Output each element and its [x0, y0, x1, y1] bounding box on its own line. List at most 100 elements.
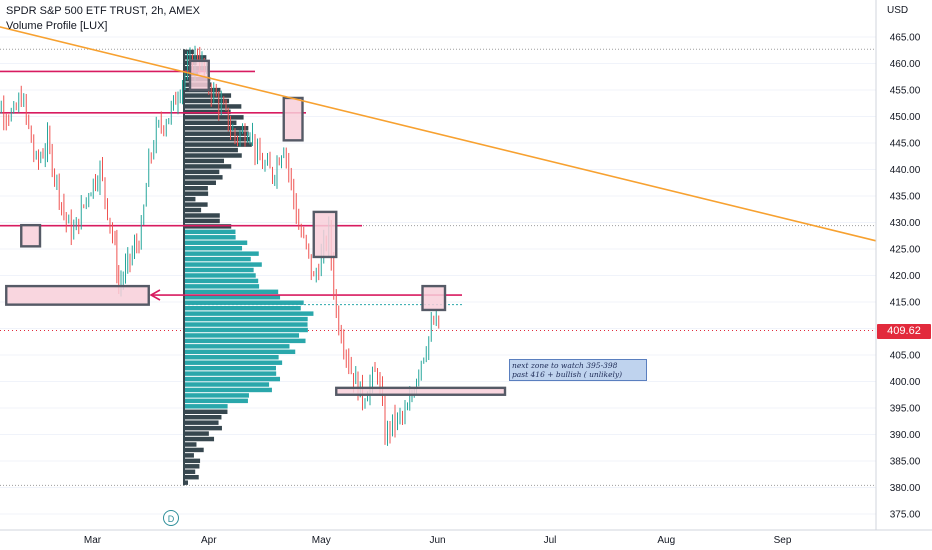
profile-bar: [184, 164, 232, 169]
zone-box: [421, 284, 447, 312]
price-axis-bg: [876, 0, 932, 550]
profile-bar: [184, 98, 230, 104]
profile-bar: [184, 311, 314, 316]
trendline-segment: [0, 26, 878, 242]
profile-bar: [184, 447, 204, 453]
profile-bar: [184, 142, 252, 147]
profile-bar: [184, 120, 237, 126]
time-tick-label: Jul: [544, 535, 557, 546]
profile-bar: [184, 240, 248, 245]
time-tick-label: Jun: [429, 535, 445, 546]
profile-bar: [184, 289, 279, 295]
profile-bar: [184, 218, 220, 224]
profile-bar: [184, 404, 228, 409]
time-tick-label: Aug: [657, 535, 675, 546]
profile-bar: [184, 327, 308, 333]
profile-bar: [184, 453, 194, 458]
price-tick-label: 400.00: [890, 377, 921, 388]
profile-bar: [184, 436, 215, 442]
time-tick-label: May: [312, 535, 331, 546]
profile-bar: [184, 136, 250, 142]
profile-bar: [184, 371, 277, 376]
profile-bar: [184, 431, 209, 436]
profile-bar: [184, 93, 232, 98]
profile-bar: [184, 316, 308, 322]
profile-bar: [184, 338, 306, 344]
profile-bar: [184, 295, 281, 300]
highlight-zones[interactable]: [0, 59, 507, 396]
profile-bar: [184, 376, 281, 382]
zone-box: [20, 223, 42, 248]
zone-box: [282, 96, 304, 142]
profile-bar: [184, 355, 279, 360]
current-price-tag: 409.62: [877, 324, 931, 339]
profile-bar: [184, 414, 222, 420]
price-tick-label: 395.00: [890, 404, 921, 415]
profile-bar: [184, 464, 200, 469]
zone-box: [335, 386, 507, 396]
annotation-note[interactable]: next zone to watch 395-398 past 416 + bu…: [509, 359, 647, 381]
time-tick-label: Mar: [84, 535, 102, 546]
profile-bar: [184, 382, 270, 387]
price-tick-label: 390.00: [890, 430, 921, 441]
profile-bar: [184, 322, 308, 327]
profile-bar: [184, 245, 243, 251]
profile-bar: [184, 202, 208, 207]
profile-bar: [184, 185, 208, 191]
profile-bar: [184, 300, 304, 305]
price-tick-label: 460.00: [890, 59, 921, 70]
indicator-title: Volume Profile [LUX]: [6, 20, 108, 32]
price-tick-label: 465.00: [890, 33, 921, 44]
level-arrow-head: [149, 289, 161, 301]
profile-bar: [184, 180, 216, 185]
time-axis: Mar Apr May Jun Jul Aug Sep: [0, 529, 932, 546]
profile-bar: [184, 207, 202, 213]
price-tick-label: 455.00: [890, 86, 921, 97]
profile-bar: [184, 49, 194, 55]
dividend-marker[interactable]: D: [163, 510, 179, 526]
profile-bar: [184, 147, 238, 153]
profile-bar: [184, 115, 244, 120]
profile-bar: [184, 480, 188, 485]
profile-bar: [184, 474, 199, 480]
profile-bar: [184, 458, 201, 464]
profile-bar: [184, 267, 254, 273]
profile-bar: [184, 278, 259, 284]
profile-bar: [184, 256, 251, 262]
price-tick-label: 445.00: [890, 139, 921, 150]
trendline[interactable]: [0, 21, 878, 242]
profile-bar: [184, 109, 231, 115]
profile-bar: [184, 398, 248, 404]
price-tick-label: 425.00: [890, 245, 921, 256]
profile-bar: [184, 251, 259, 256]
profile-bar: [184, 131, 249, 136]
profile-bar: [184, 196, 196, 202]
annotation-line-1: next zone to watch 395-398: [512, 361, 618, 370]
profile-bar: [184, 365, 276, 371]
profile-bar: [184, 387, 272, 393]
annotation-line-2: past 416 + bullish ( unlikely): [512, 370, 623, 379]
profile-bar: [184, 126, 249, 131]
profile-bar: [184, 409, 228, 414]
profile-bar: [184, 262, 262, 267]
profile-bar: [184, 104, 242, 109]
profile-bar: [184, 393, 249, 398]
chart-grid: [0, 36, 876, 515]
volume-profile: [183, 49, 314, 486]
price-tick-label: 420.00: [890, 271, 921, 282]
zone-box: [312, 210, 338, 259]
profile-bar: [184, 273, 256, 278]
profile-bar: [184, 420, 219, 425]
profile-bar: [184, 235, 236, 240]
currency-label: USD: [887, 5, 909, 16]
profile-bar: [184, 305, 301, 311]
price-tick-label: 440.00: [890, 165, 921, 176]
profile-bar: [184, 153, 242, 158]
price-tick-label: 415.00: [890, 298, 921, 309]
profile-bar: [184, 175, 223, 180]
profile-bar: [184, 284, 260, 289]
price-tick-label: 430.00: [890, 218, 921, 229]
profile-bar: [184, 349, 296, 355]
profile-bar: [184, 469, 196, 474]
